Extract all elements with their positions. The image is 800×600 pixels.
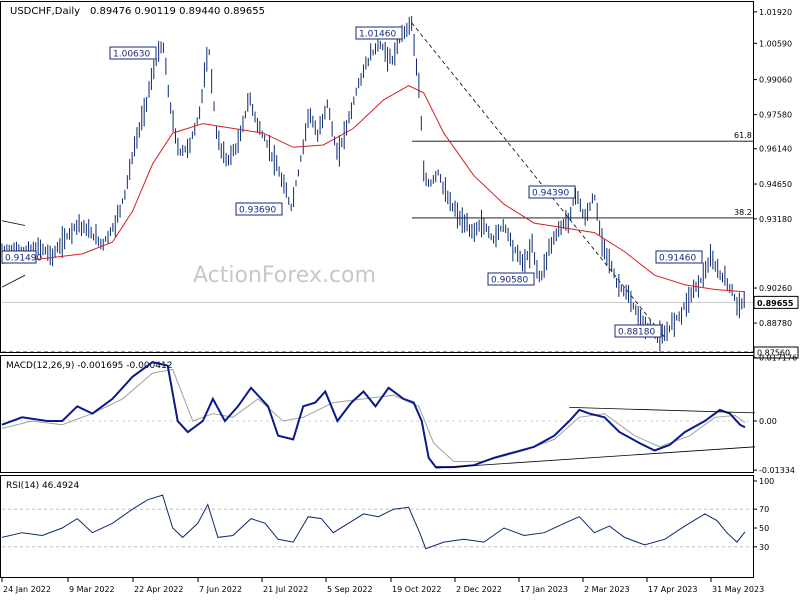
support-tag-label: 0.87560 <box>757 349 790 358</box>
price-tick-label: 0.99060 <box>759 76 792 85</box>
price-tick-label: 0.94650 <box>759 180 792 189</box>
rsi-tick-label: 100 <box>759 477 774 486</box>
fib-label: 38.2 <box>734 208 752 217</box>
trend-line <box>411 22 665 338</box>
ohlc-label: 0.89476 0.90119 0.89440 0.89655 <box>90 6 265 17</box>
price-annotation-box <box>355 26 403 40</box>
macd-series <box>1 361 756 469</box>
price-annotation-box <box>487 272 535 286</box>
macd-tick-label: 0.00 <box>759 417 777 426</box>
macd-signal-line <box>1 368 746 462</box>
macd-resistance-line <box>569 406 756 414</box>
x-tick-label: 17 Apr 2023 <box>648 585 697 594</box>
rsi-tick-label: 50 <box>759 524 769 533</box>
x-tick-label: 2 Mar 2023 <box>584 585 630 594</box>
price-axis: 1.01920 1.00590 0.99060 0.97580 0.96140 0.946… <box>753 8 799 359</box>
price-panel-frame <box>0 1 754 353</box>
rsi-panel-frame <box>0 475 754 578</box>
x-tick-label: 17 Jan 2023 <box>520 585 568 594</box>
x-tick-label: 5 Sep 2022 <box>327 585 373 594</box>
rsi-title: RSI(14) 46.4924 <box>6 481 79 491</box>
price-annotation-box <box>1 250 37 264</box>
x-tick-label: 24 Jan 2022 <box>3 585 51 594</box>
price-annotation-label: 0.90580 <box>491 276 528 286</box>
macd-title: MACD(12,26,9) -0.001695 -0.000412 <box>6 361 172 371</box>
rsi-axis: 100 70 50 30 <box>753 477 774 552</box>
price-annotation-box <box>109 46 157 60</box>
price-annotation-label: 0.94390 <box>532 189 569 199</box>
macd-axis: 0.017176 0.00 -0.01334 <box>753 354 797 475</box>
price-annotations: 1.00630 0.93690 1.01460 0.94390 0.90580 0.914… <box>1 26 703 338</box>
x-tick-label: 7 Jun 2022 <box>199 585 242 594</box>
current-price-tag <box>753 295 799 309</box>
price-annotation-label: 1.00630 <box>113 50 150 60</box>
price-annotation-label: 0.88180 <box>618 328 655 338</box>
macd-support-line <box>435 446 756 469</box>
price-tick-label: 1.00590 <box>759 39 792 48</box>
macd-line <box>1 361 746 469</box>
x-tick-label: 21 Jul 2022 <box>263 585 308 594</box>
rsi-series <box>1 494 746 550</box>
rsi-tick-label: 30 <box>759 543 769 552</box>
price-tick-label: 1.01920 <box>759 8 792 17</box>
price-tick-label: 0.88780 <box>759 319 792 328</box>
current-price-tag-label: 0.89655 <box>757 299 794 308</box>
x-tick-label: 19 Oct 2022 <box>392 585 441 594</box>
price-annotation-box <box>614 324 662 338</box>
price-annotation-label: 1.01460 <box>359 30 396 40</box>
x-tick-label: 2 Dec 2022 <box>456 585 502 594</box>
price-tick-label: 0.90260 <box>759 284 792 293</box>
price-annotation-box <box>235 202 283 216</box>
macd-tick-label: 0.017176 <box>759 354 797 363</box>
pattern-line <box>1 220 26 226</box>
watermark: ActionForex.com <box>193 263 376 288</box>
price-tick-label: 0.96140 <box>759 145 792 154</box>
x-tick-label: 31 May 2023 <box>712 585 764 594</box>
rsi-line <box>1 494 746 550</box>
price-annotation-box <box>528 185 576 199</box>
support-tag <box>753 346 799 359</box>
symbol-label: USDCHF,Daily <box>10 6 80 17</box>
price-annotation-label: 0.93690 <box>239 206 276 216</box>
macd-tick-label: -0.01334 <box>759 466 795 475</box>
x-tick-label: 22 Apr 2022 <box>134 585 183 594</box>
price-tick-label: 0.97580 <box>759 111 792 120</box>
x-tick-label: 9 Mar 2022 <box>69 585 115 594</box>
x-axis: 24 Jan 2022 9 Mar 2022 22 Apr 2022 7 Jun 20… <box>1 578 764 594</box>
price-series <box>1 16 746 352</box>
rsi-tick-label: 70 <box>759 505 769 514</box>
pattern-line <box>1 274 26 288</box>
rsi-grid <box>2 508 753 548</box>
fib-label: 61.8 <box>734 131 752 140</box>
price-annotation-label: 0.91490 <box>5 254 42 264</box>
moving-average-line <box>1 85 746 293</box>
price-annotation-label: 0.91460 <box>659 254 696 264</box>
price-annotation-box <box>655 250 703 264</box>
price-tick-label: 0.93180 <box>759 215 792 224</box>
macd-panel-frame <box>0 355 754 473</box>
